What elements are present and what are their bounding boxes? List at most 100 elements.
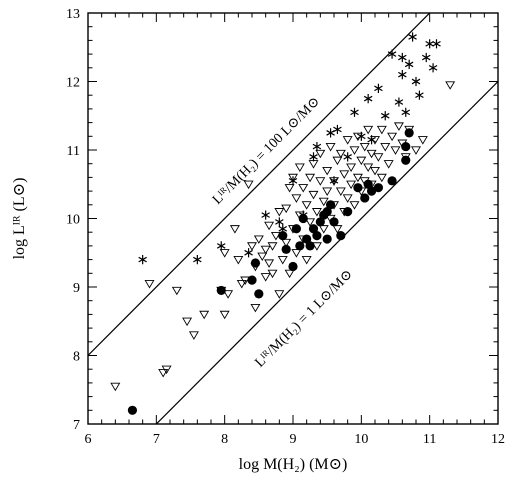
triangle-marker [380,142,391,152]
filled-circle-marker [298,213,308,224]
asterisk-marker [288,176,298,186]
triangle-marker [346,163,357,173]
triangle-marker [253,235,264,244]
y-tick-label: 11 [67,144,80,159]
triangle-marker [349,201,360,210]
triangle-marker [243,180,254,190]
x-tick-label: 9 [290,432,297,447]
asterisk-marker [329,176,339,186]
asterisk-marker [398,70,407,80]
triangle-marker [110,382,121,392]
triangle-marker [236,279,247,289]
filled-circle-marker [302,234,312,244]
asterisk-marker [309,152,318,162]
triangle-marker [366,149,377,159]
filled-circle-marker [312,231,322,241]
triangle-marker [318,197,329,207]
triangle-marker [281,238,292,248]
asterisk-marker [350,107,359,117]
triangle-marker [284,269,295,279]
triangle-marker [233,256,244,265]
filled-circle-marker [401,155,411,165]
triangle-marker [188,331,199,340]
asterisk-marker [343,152,352,162]
triangle-marker [349,146,360,155]
filled-circle-marker [305,241,315,251]
filled-circle-marker [353,183,363,193]
triangle-marker [445,81,456,90]
x-tick-label: 12 [491,432,505,447]
filled-circle-marker [127,405,138,415]
asterisk-marker [138,255,147,265]
triangle-marker [223,290,234,299]
asterisk-marker [357,131,366,141]
triangle-marker [219,310,230,320]
triangle-marker [359,142,370,152]
triangle-marker [387,132,398,142]
filled-circle-marker [329,217,339,227]
triangle-marker [267,269,278,279]
triangle-marker [301,201,312,210]
filled-circle-marker [291,224,302,234]
triangle-marker [264,221,275,231]
triangle-marker [393,122,404,131]
asterisk-marker [374,83,383,93]
x-tick-label: 6 [85,432,92,447]
axis-ticks [87,12,499,425]
triangle-marker [356,156,367,166]
asterisk-marker [261,210,270,220]
triangle-marker [294,163,305,173]
triangle-marker [318,225,329,234]
filled-circle-marker [315,217,325,227]
filled-circle-marker [250,258,261,268]
filled-circle-marker [281,244,291,254]
triangle-marker [257,252,268,262]
triangle-marker [274,208,285,217]
triangle-marker [301,256,312,265]
asterisk-marker [421,52,431,63]
triangle-marker [305,173,316,183]
triangle-marker [311,242,322,251]
triangle-marker [291,249,302,258]
triangle-marker [373,153,384,162]
filled-circle-marker [343,207,353,217]
y-tick-label: 8 [73,350,80,365]
triangle-marker [352,173,363,183]
triangle-marker [342,136,353,145]
triangle-marker [250,303,261,313]
triangle-marker [171,286,182,296]
filled-circle-marker [247,275,257,285]
asterisk-marker [326,128,335,138]
asterisk-marker [415,90,424,100]
triangle-marker [322,166,333,176]
filled-circle-marker [288,261,298,272]
asterisk-marker [380,111,390,121]
triangle-marker [322,187,333,196]
filled-circle-marker [308,224,319,234]
triangle-marker [411,146,421,155]
x-tick-label: 7 [153,432,160,447]
triangle-marker [291,194,302,203]
filled-circle-marker [363,179,373,189]
asterisk-marker [404,59,414,69]
triangle-marker [311,208,322,217]
triangle-marker [281,204,292,214]
triangle-marker [264,259,275,268]
triangle-marker [144,279,155,289]
y-tick-label: 9 [73,281,80,296]
triangle-marker [277,256,288,265]
asterisk-marker [216,241,226,251]
x-tick-label: 10 [354,432,368,447]
triangle-marker [260,273,271,282]
asterisk-marker [425,39,434,49]
triangle-marker [376,173,387,183]
asterisk-marker [432,39,441,49]
triangle-marker [370,166,380,176]
triangle-marker [315,177,326,186]
triangle-marker [229,225,240,234]
triangle-marker [270,232,281,241]
triangle-marker [315,149,326,159]
filled-circle-marker [387,176,397,186]
triangle-marker [325,142,336,152]
